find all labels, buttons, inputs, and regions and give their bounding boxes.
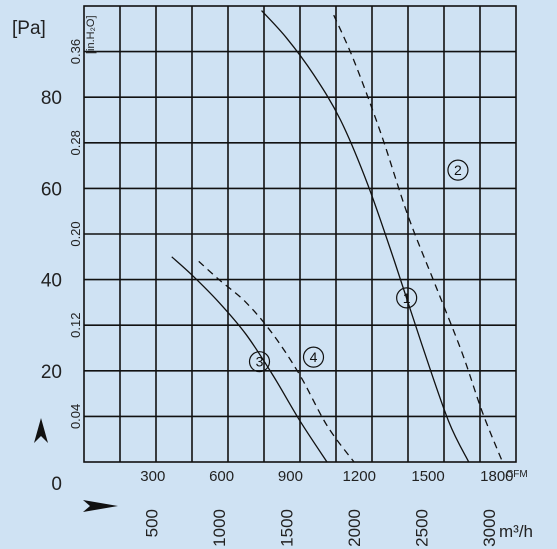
cfm-tick-label: 1200 bbox=[343, 468, 376, 485]
pa-tick-label: 40 bbox=[41, 271, 62, 292]
arrow-up-icon bbox=[34, 418, 48, 443]
cfm-tick-label: 1800 bbox=[480, 468, 513, 485]
curve-3-marker-circle bbox=[248, 351, 271, 373]
pa-tick-label: 0 bbox=[51, 474, 62, 495]
m3h-tick-label: 2000 bbox=[345, 509, 364, 547]
arrow-right-icon bbox=[83, 500, 118, 512]
inh2o-tick-label: 0.20 bbox=[68, 221, 83, 246]
chart-grid bbox=[84, 6, 516, 462]
curve-4 bbox=[198, 260, 355, 463]
cfm-unit-label: CFM bbox=[506, 469, 528, 480]
m3h-tick-label: 2500 bbox=[413, 509, 432, 547]
cfm-tick-label: 300 bbox=[140, 468, 165, 485]
cfm-tick-label: 900 bbox=[278, 468, 303, 485]
curve-3 bbox=[171, 256, 328, 463]
curve-4-marker-circle bbox=[302, 346, 325, 368]
curve-4-marker-label: 4 bbox=[310, 349, 318, 365]
m3h-unit-label: m³/h bbox=[499, 522, 533, 541]
cfm-tick-label: 600 bbox=[209, 468, 234, 485]
inh2o-tick-label: 0.36 bbox=[68, 39, 83, 64]
inh2o-unit-label: [in.H₂O] bbox=[85, 16, 97, 55]
inh2o-tick-label: 0.28 bbox=[68, 130, 83, 155]
pa-tick-label: 20 bbox=[41, 362, 62, 383]
inh2o-tick-label: 0.12 bbox=[68, 313, 83, 338]
pa-unit-label: [Pa] bbox=[12, 18, 46, 39]
cfm-tick-label: 1500 bbox=[411, 468, 444, 485]
curve-1-marker-label: 1 bbox=[403, 290, 411, 306]
m3h-tick-label: 1500 bbox=[278, 509, 297, 547]
plot-frame bbox=[83, 5, 517, 463]
m3h-tick-label: 1000 bbox=[210, 509, 229, 547]
inh2o-tick-label: 0.04 bbox=[68, 404, 83, 429]
m3h-tick-label: 500 bbox=[143, 509, 162, 537]
curve-1-marker-circle bbox=[396, 287, 418, 309]
pa-tick-label: 60 bbox=[41, 179, 62, 200]
curve-2-marker-label: 2 bbox=[454, 162, 462, 178]
curve-3-marker-label: 3 bbox=[256, 354, 264, 370]
curve-2-marker-circle bbox=[447, 159, 469, 181]
series-markers: 1 2 3 4 bbox=[248, 159, 469, 373]
curve-1 bbox=[261, 10, 470, 463]
m3h-tick-label: 3000 bbox=[480, 509, 499, 547]
pa-tick-label: 80 bbox=[41, 88, 62, 109]
chart-curves bbox=[171, 10, 504, 463]
curve-2 bbox=[333, 14, 504, 463]
